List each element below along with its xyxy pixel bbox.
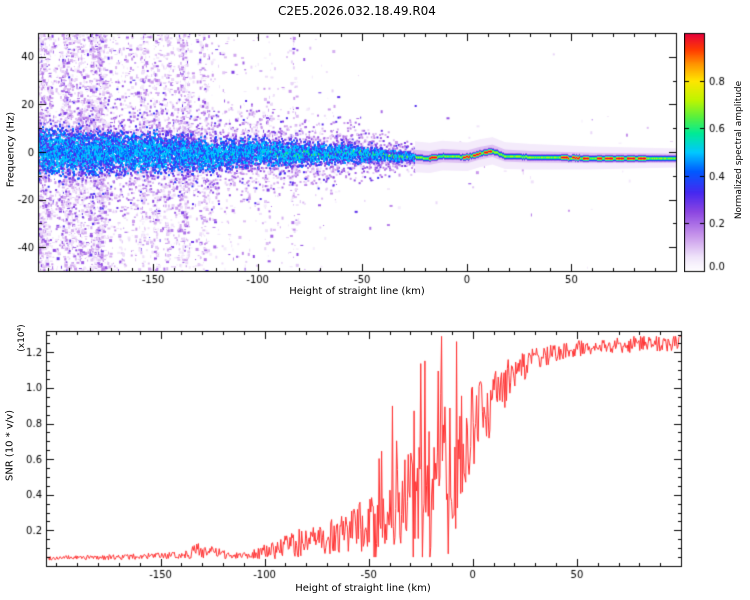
- snr-x-axis-label: Height of straight line (km): [295, 583, 431, 594]
- snr-y-axis-label: SNR (10 * v/v): [4, 409, 16, 482]
- snr-y-axis-scale-label: (x10⁴): [17, 324, 27, 352]
- spectrogram-plot: [0, 0, 680, 312]
- spectrogram-y-axis-label: Frequency (Hz): [5, 111, 17, 188]
- colorbar: [684, 32, 748, 274]
- colorbar-label: Normalized spectral amplitude: [734, 80, 744, 220]
- spectrogram-x-axis-label: Height of straight line (km): [289, 286, 425, 297]
- snr-plot: [0, 318, 750, 600]
